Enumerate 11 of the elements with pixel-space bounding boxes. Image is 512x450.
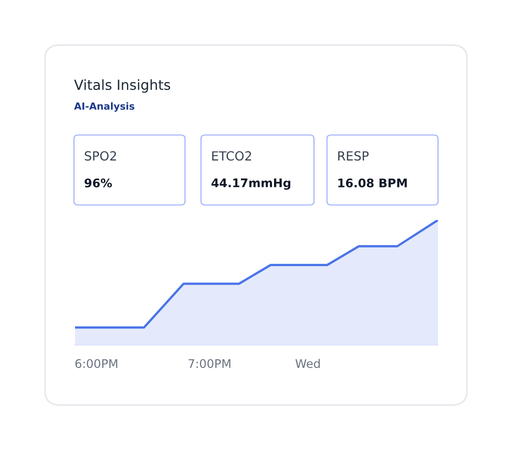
x-tick-label: Wed: [295, 358, 320, 368]
chart-subtitle: AI-Analysis: [74, 102, 134, 112]
chart-title: Vitals Insights: [74, 79, 170, 93]
text: 44.17mmHg: [212, 178, 290, 190]
x-tick-label: 6:00PM: [75, 359, 118, 368]
x-tick-label: 7:00PM: [188, 359, 230, 368]
text: SPO2: [84, 151, 116, 161]
text: ETCO2: [212, 151, 252, 161]
text: 96%: [84, 178, 112, 188]
text: 16.08 BPM: [338, 178, 407, 188]
text: RESP: [338, 151, 369, 161]
